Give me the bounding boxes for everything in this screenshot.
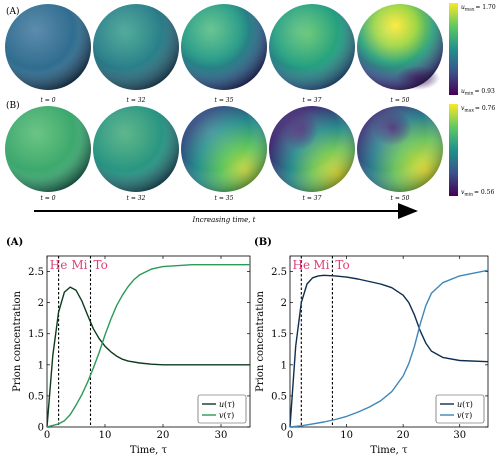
y-tick-label-a-3: 1.5 <box>28 329 44 340</box>
x-tick-label-a-3: 30 <box>215 430 228 441</box>
sphere-row-b <box>5 106 443 192</box>
x-tick-label-b-0: 0 <box>287 430 293 441</box>
y-tick-label-b-5: 2.5 <box>271 267 287 278</box>
y-tick-label-b-4: 2 <box>281 298 287 309</box>
time-label-b-3: t = 37 <box>303 195 322 202</box>
y-axis-label-b: Prion concentration <box>255 291 266 392</box>
time-label-a-0: t = 0 <box>40 97 55 104</box>
phase-label-b-mi: Mi <box>313 258 329 272</box>
time-label-b-2: t = 35 <box>215 195 234 202</box>
y-axis-label-a: Prion concentration <box>12 291 23 392</box>
y-tick-label-a-1: 0.5 <box>28 391 44 402</box>
series-line-a-u <box>47 286 250 427</box>
y-tick-label-a-5: 2.5 <box>28 267 44 278</box>
phase-label-b-he: He <box>293 258 311 272</box>
colorbar-b-max: vmax= 0.76 <box>461 105 495 114</box>
panel-label-b: (B) <box>254 237 272 248</box>
time-label-a-3: t = 37 <box>303 97 322 104</box>
time-label-a-4: t = 50 <box>391 97 410 104</box>
y-tick-label-a-4: 2 <box>38 298 44 309</box>
y-tick-label-a-2: 1 <box>38 360 44 371</box>
y-tick-label-b-1: 0.5 <box>271 391 287 402</box>
phase-label-a-mi: Mi <box>71 258 87 272</box>
legend-label-a-u: u(τ) <box>219 400 235 409</box>
y-tick-label-b-2: 1 <box>281 360 287 371</box>
x-tick-label-b-2: 20 <box>397 430 410 441</box>
time-label-b-1: t = 32 <box>127 195 146 202</box>
chart-panel-a: (A) 0 10 20 30 0 0.5 1 1.5 2 2.5 Time, τ Prion conce… <box>6 237 251 456</box>
time-label-a-1: t = 32 <box>127 97 146 104</box>
legend-box-b <box>435 394 485 424</box>
x-tick-label-a-0: 0 <box>44 430 50 441</box>
x-axis-label-b: Time, τ <box>370 445 408 456</box>
colorbar-a-max: umax= 1.70 <box>461 4 496 13</box>
panel-label-a: (A) <box>6 237 23 248</box>
x-tick-label-a-2: 20 <box>157 430 170 441</box>
colorbar-b-min: vmin= 0.56 <box>461 189 494 198</box>
sphere-row-a <box>5 4 443 90</box>
x-tick-label-b-1: 10 <box>340 430 353 441</box>
legend-label-b-u: u(τ) <box>457 400 473 409</box>
time-label-a-2: t = 35 <box>215 97 234 104</box>
series-line-b-v <box>290 269 488 427</box>
y-tick-label-a-0: 0 <box>38 423 44 434</box>
legend-box-a <box>197 394 247 424</box>
row-label-b: (B) <box>6 100 20 111</box>
y-tick-label-b-3: 1.5 <box>271 329 287 340</box>
time-label-b-4: t = 50 <box>391 195 410 202</box>
plot-frame-b <box>289 255 489 428</box>
legend-label-b-v: v(τ) <box>457 411 472 420</box>
x-tick-label-a-1: 10 <box>99 430 112 441</box>
phase-label-b-to: To <box>335 258 349 272</box>
phase-label-a-he: He <box>50 258 68 272</box>
plot-frame-a <box>46 255 251 428</box>
y-tick-label-b-0: 0 <box>281 423 287 434</box>
time-arrow-label: Increasing time, t <box>192 216 256 224</box>
x-axis-label-a: Time, τ <box>130 445 168 456</box>
phase-label-a-to: To <box>94 258 108 272</box>
chart-panel-b: (B) 0 10 20 30 0 0.5 1 1.5 2 2.5 Time, τ Prion conce… <box>254 237 489 456</box>
colorbar-b <box>449 104 458 196</box>
x-tick-label-b-3: 30 <box>453 430 466 441</box>
colorbar-a <box>449 3 458 95</box>
series-line-a-v <box>47 264 250 427</box>
legend-label-a-v: v(τ) <box>219 411 234 420</box>
colorbar-a-min: umin= 0.93 <box>461 88 495 97</box>
series-line-b-u <box>290 274 488 427</box>
row-label-a: (A) <box>6 6 20 17</box>
time-label-b-0: t = 0 <box>40 195 55 202</box>
